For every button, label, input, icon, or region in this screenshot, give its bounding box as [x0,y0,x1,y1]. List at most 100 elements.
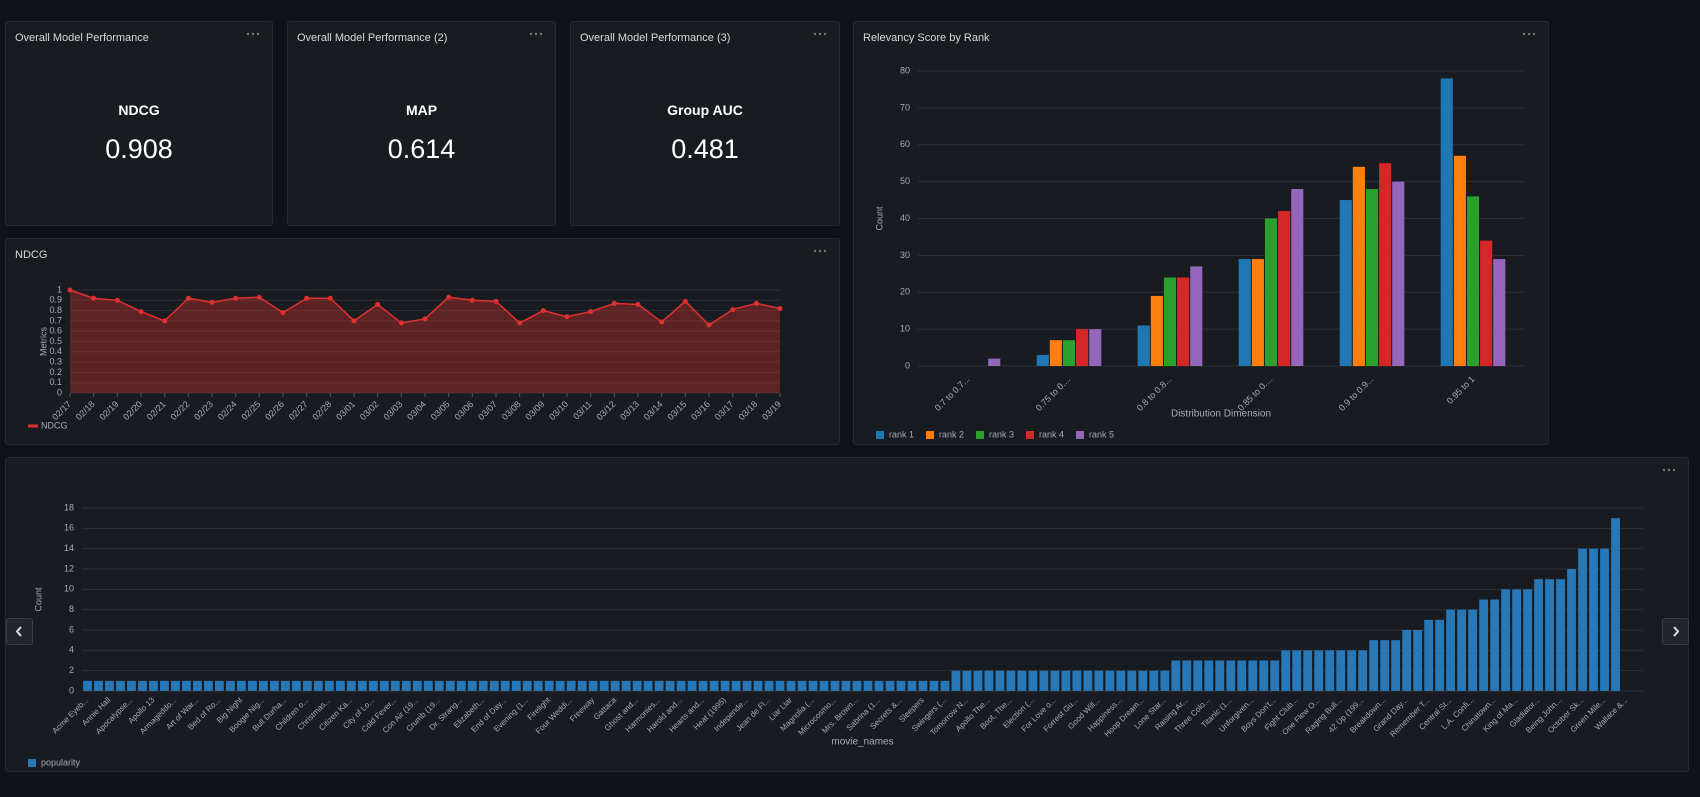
bar [1259,660,1269,691]
y-tick-label: 6 [69,624,74,634]
panel-menu[interactable] [246,32,260,36]
legend-label: NDCG [41,420,68,430]
x-tick-label: 03/08 [500,399,523,422]
x-tick-label: 03/14 [642,399,665,422]
y-tick-label: 50 [900,176,910,186]
x-tick-label: 02/18 [74,399,97,422]
panel-menu[interactable] [813,249,827,253]
bar [775,680,785,691]
bar [1493,259,1506,366]
kpi-panel: Overall Model Performance NDCG 0.908 [5,21,273,226]
bar [1303,650,1313,691]
bar [1061,670,1071,691]
x-tick-label: 0.8 to 0.8... [1135,374,1174,413]
bar [841,680,851,691]
bar [1578,548,1587,691]
bar [863,680,873,691]
bar [215,680,224,691]
bar [665,680,675,691]
bar [324,680,334,691]
bar [621,680,631,691]
bar [522,680,532,691]
y-axis-label: Count [874,206,884,231]
x-tick-label: 03/11 [571,399,594,422]
legend-swatch [28,759,36,767]
bar [1457,609,1467,691]
popularity-panel: 0 2 4 6 8 10 12 14 16 18 Count movie_names Acme Eyeb… [5,457,1689,772]
x-tick-label: 02/22 [168,399,191,422]
bar [258,680,268,691]
point [611,300,617,306]
bar [988,358,1001,366]
bar [280,680,290,691]
bar [1278,211,1291,366]
bar [1028,670,1038,691]
bar [456,680,466,691]
bar [1292,650,1302,691]
bar [171,680,180,691]
bar [918,680,928,691]
point [91,295,97,301]
point [398,320,404,326]
y-tick-label: 10 [64,584,74,594]
bar [1215,660,1225,691]
bar [1512,589,1521,691]
x-tick-label: 03/12 [594,399,617,422]
legend-swatch [926,431,934,439]
bar [1163,277,1177,366]
bar [1050,670,1060,691]
bar [423,680,433,691]
bar [951,670,961,691]
x-tick-label: 02/24 [216,399,239,422]
area [70,290,780,393]
bar [995,670,1005,691]
bar [1325,650,1335,691]
legend-swatch [1076,431,1084,439]
bar [720,680,730,691]
bar [1534,579,1543,691]
legend-label: popularity [41,757,81,767]
y-tick-label: 18 [64,502,74,512]
bar [1339,200,1352,366]
x-tick-label: 0.95 to 1 [1445,374,1477,406]
y-tick-label: 0.2 [49,367,62,377]
bar [1238,259,1251,366]
bar [1611,518,1620,691]
bar [1094,670,1104,691]
bar [1352,166,1365,366]
panel-title: Overall Model Performance (3) [580,32,731,44]
grouped-bar-chart: 0 10 20 30 40 50 60 70 80 Count Distribution Dimen… [874,65,1524,439]
bar [1204,660,1214,691]
panel-menu[interactable] [529,32,543,36]
bar [797,680,807,691]
bar [1171,660,1181,691]
y-tick-label: 0.5 [49,336,62,346]
legend-label: rank 4 [1039,429,1064,439]
bar [1440,78,1453,366]
bar [346,680,356,691]
bar [940,680,950,691]
point [517,320,523,326]
panel-menu[interactable] [1662,468,1676,472]
x-tick-label: 0.9 to 0.9... [1337,374,1376,413]
bar [808,680,818,691]
y-tick-label: 80 [900,65,910,75]
prev-button[interactable] [6,618,33,645]
panel-menu[interactable] [1522,32,1536,36]
y-tick-label: 10 [900,324,910,334]
bar [511,680,521,691]
bar [1347,650,1357,691]
bar [973,670,983,691]
y-tick-label: 14 [64,543,74,553]
bar [1545,579,1554,691]
kpi-label: Group AUC [667,102,743,118]
y-tick-label: 0.6 [49,326,62,336]
bar [1105,670,1115,691]
bar [1036,354,1049,366]
x-tick-label: 03/19 [760,399,783,422]
point [469,297,475,303]
panel-menu[interactable] [813,32,827,36]
next-button[interactable] [1662,618,1689,645]
x-tick-label: 02/19 [97,399,120,422]
point [564,314,570,320]
